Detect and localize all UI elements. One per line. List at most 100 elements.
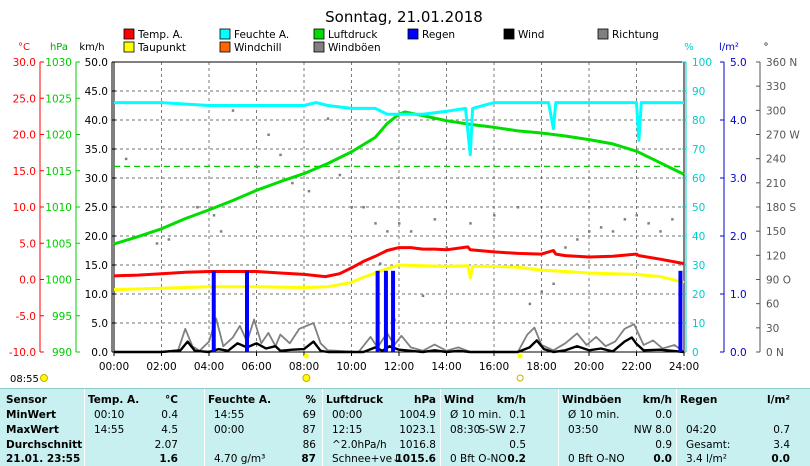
tick-label-wind: 0.0 — [91, 347, 108, 359]
tick-label-rain: 4.0 — [730, 115, 747, 127]
stats-cell-note: 14:55 — [214, 409, 245, 421]
rain-bar — [245, 270, 249, 352]
stats-cell-value: 1016.8 — [399, 439, 436, 451]
stats-cell-value: 1015.6 — [395, 453, 436, 465]
tick-label-temp: 25.0 — [13, 93, 36, 105]
axis-unit-direction: ° — [764, 42, 769, 53]
direction-point — [374, 222, 377, 225]
stats-panel: Sensor MinWert MaxWert Durchschnitt 21.01. 2… — [0, 388, 810, 466]
stats-separator — [84, 389, 85, 466]
tick-label-temp: -5.0 — [16, 311, 37, 323]
tick-label-wind: 30.0 — [85, 173, 108, 185]
stats-cell-value: 0.9 — [655, 439, 672, 451]
stats-cell-value: 4.5 — [161, 424, 178, 436]
series-line-taupunkt — [113, 263, 685, 292]
stats-row-label: MaxWert — [6, 424, 59, 436]
stats-cell-value: NW 8.0 — [633, 424, 672, 436]
direction-point — [155, 242, 159, 245]
stats-separator — [204, 389, 205, 466]
direction-point — [291, 181, 294, 185]
tick-label-rain: 0.0 — [730, 347, 747, 359]
tick-label-pressure: 1025 — [45, 93, 72, 105]
tick-label-direction: 0 N — [766, 347, 784, 359]
tick-label-direction: 60 — [766, 299, 779, 311]
axis-unit-humidity: % — [684, 42, 694, 53]
stats-row-label: MinWert — [6, 409, 57, 421]
tick-label-pressure: 1020 — [45, 130, 72, 142]
stats-row-label: 21.01. 23:55 — [6, 453, 81, 465]
tick-label-humidity: 100 — [692, 57, 712, 69]
tick-label-direction: 120 — [766, 250, 786, 262]
stats-col-unit: km/h — [642, 394, 672, 406]
marker-dot — [517, 353, 523, 359]
x-tick-label: 00:00 — [99, 361, 129, 373]
tick-label-wind: 45.0 — [85, 86, 108, 98]
tick-label-humidity: 40 — [692, 231, 705, 243]
tick-label-direction: 270 W — [766, 130, 800, 142]
direction-point — [588, 230, 591, 233]
stats-row-label: Sensor — [6, 394, 47, 406]
stats-cell-value — [730, 408, 790, 422]
stats-cell-note: Schnee+ve↓ — [332, 453, 401, 465]
legend-label: Wind — [518, 29, 544, 41]
direction-point — [611, 230, 615, 233]
x-tick-label: 06:00 — [241, 361, 271, 373]
legend-label: Windchill — [234, 42, 282, 54]
stats-cell-value: 86 — [302, 439, 316, 451]
tick-label-temp: 15.0 — [13, 166, 36, 178]
tick-label-wind: 20.0 — [85, 231, 108, 243]
stats-cell-note: 3.4 l/m² — [686, 453, 727, 465]
rain-bar — [211, 270, 216, 352]
x-tick-label: 20:00 — [574, 361, 604, 373]
direction-point — [671, 218, 674, 221]
marker-dot — [40, 374, 48, 382]
stats-cell-value: 0.5 — [509, 439, 526, 451]
axis-unit-wind: km/h — [79, 42, 104, 53]
x-tick-label: 24:00 — [669, 361, 699, 373]
tick-label-humidity: 60 — [692, 173, 705, 185]
direction-point — [255, 165, 258, 169]
direction-point — [493, 214, 496, 217]
tick-label-direction: 180 S — [766, 202, 796, 214]
stats-col-title: Feuchte A. — [208, 394, 272, 406]
tick-label-rain: 5.0 — [730, 57, 747, 69]
stats-col-title: Windböen — [562, 394, 622, 406]
x-tick-label: 22:00 — [621, 361, 651, 373]
direction-point — [635, 214, 638, 217]
direction-point — [623, 218, 627, 221]
stats-separator — [322, 389, 323, 466]
legend-label: Feuchte A. — [234, 29, 289, 41]
tick-label-rain: 1.0 — [730, 289, 747, 301]
tick-label-humidity: 70 — [692, 144, 705, 156]
tick-label-wind: 25.0 — [85, 202, 108, 214]
stats-col-title: Temp. A. — [88, 394, 140, 406]
stats-col-title: Regen — [680, 394, 718, 406]
legend-label: Taupunkt — [137, 42, 186, 54]
marker-dot — [516, 374, 524, 382]
stats-cell-note: 00:10 — [94, 409, 125, 421]
stats-cell-value: 87 — [301, 453, 316, 465]
direction-point — [307, 189, 311, 193]
legend-label: Regen — [422, 29, 455, 41]
current-time-label: 08:55 — [10, 374, 39, 385]
stats-col-title: Wind — [444, 394, 475, 406]
tick-label-humidity: 0 — [692, 347, 699, 359]
direction-point — [167, 238, 171, 241]
axis-unit-rain: l/m² — [719, 42, 739, 53]
series-line-temp-a- — [113, 245, 685, 279]
tick-label-direction: 360 N — [766, 57, 797, 69]
series-line-wind — [114, 336, 685, 354]
direction-point — [386, 230, 389, 233]
tick-label-direction: 300 — [766, 105, 786, 117]
stats-cell-value: 0.0 — [655, 409, 672, 421]
rain-bar — [391, 270, 396, 352]
direction-point — [433, 218, 437, 221]
direction-point — [659, 230, 662, 233]
direction-point — [231, 109, 235, 112]
tick-label-humidity: 20 — [692, 289, 705, 301]
direction-point — [212, 214, 216, 217]
legend-swatch — [313, 41, 325, 53]
tick-label-temp: 10.0 — [13, 202, 36, 214]
stats-separator — [676, 389, 677, 466]
marker-dot — [303, 353, 309, 359]
